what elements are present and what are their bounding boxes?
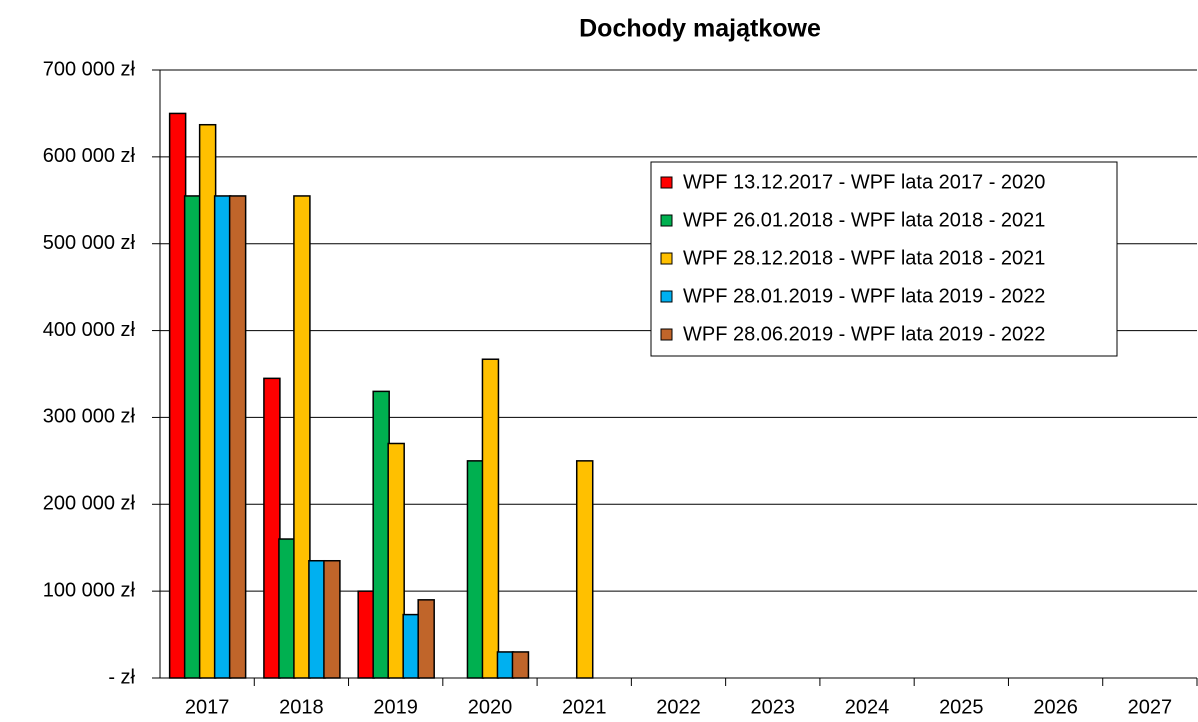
x-tick-label: 2027 bbox=[1128, 696, 1173, 718]
bar bbox=[357, 590, 375, 679]
legend-label: WPF 13.12.2017 - WPF lata 2017 - 2020 bbox=[683, 171, 1045, 193]
legend-label: WPF 28.06.2019 - WPF lata 2019 - 2022 bbox=[683, 323, 1045, 345]
y-tick-label: 100 000 zł bbox=[43, 579, 136, 601]
bar bbox=[417, 599, 435, 679]
chart-title: Dochody majątkowe bbox=[579, 15, 821, 43]
x-tick-label: 2022 bbox=[656, 696, 701, 718]
y-tick-label: 200 000 zł bbox=[43, 493, 136, 515]
y-tick-label: 700 000 zł bbox=[43, 58, 136, 80]
bar bbox=[372, 390, 390, 679]
bar bbox=[278, 538, 296, 679]
y-tick-label: 500 000 zł bbox=[43, 232, 136, 254]
legend-box bbox=[650, 161, 1118, 357]
bar bbox=[575, 460, 594, 679]
x-tick-label: 2023 bbox=[751, 696, 796, 718]
bar bbox=[213, 195, 232, 679]
y-tick-label: - zł bbox=[108, 666, 135, 688]
x-tick-label: 2020 bbox=[468, 696, 513, 718]
bar bbox=[183, 195, 202, 679]
bar bbox=[511, 651, 530, 679]
bar bbox=[293, 195, 311, 679]
legend-swatch bbox=[660, 290, 673, 303]
x-tick-label: 2018 bbox=[279, 696, 324, 718]
bar bbox=[481, 358, 500, 679]
legend-swatch bbox=[660, 328, 673, 341]
bar bbox=[198, 123, 217, 679]
legend-swatch bbox=[660, 176, 673, 189]
legend-label: WPF 28.01.2019 - WPF lata 2019 - 2022 bbox=[683, 285, 1045, 307]
x-tick-label: 2024 bbox=[845, 696, 890, 718]
x-tick-label: 2026 bbox=[1033, 696, 1078, 718]
legend-swatch bbox=[660, 214, 673, 227]
x-tick-label: 2017 bbox=[185, 696, 230, 718]
bar bbox=[387, 442, 405, 679]
bar bbox=[168, 112, 187, 679]
bar bbox=[496, 651, 515, 679]
bar bbox=[228, 195, 247, 679]
bar bbox=[466, 460, 485, 679]
y-tick-label: 400 000 zł bbox=[43, 319, 136, 341]
legend-swatch bbox=[660, 252, 673, 265]
x-tick-label: 2019 bbox=[373, 696, 418, 718]
x-tick-label: 2025 bbox=[939, 696, 984, 718]
y-tick-label: 600 000 zł bbox=[43, 145, 136, 167]
legend-label: WPF 28.12.2018 - WPF lata 2018 - 2021 bbox=[683, 247, 1045, 269]
bar bbox=[323, 559, 341, 679]
y-tick-label: 300 000 zł bbox=[43, 406, 136, 428]
legend-label: WPF 26.01.2018 - WPF lata 2018 - 2021 bbox=[683, 209, 1045, 231]
bar bbox=[263, 377, 281, 679]
x-tick-label: 2021 bbox=[562, 696, 607, 718]
bar bbox=[308, 559, 326, 679]
bar bbox=[402, 613, 420, 679]
